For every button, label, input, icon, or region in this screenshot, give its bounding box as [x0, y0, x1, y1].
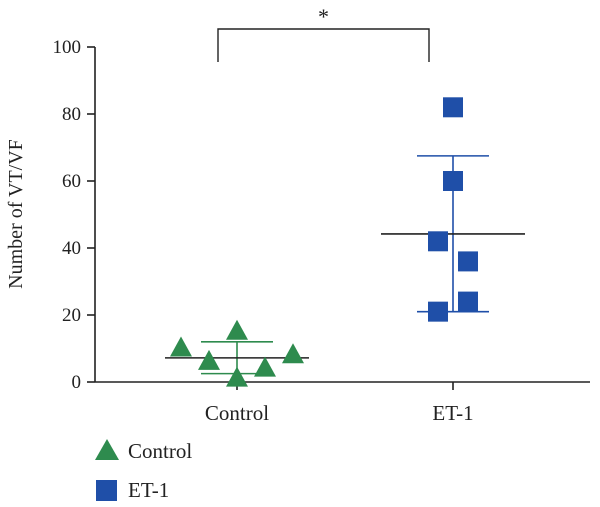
y-tick-label: 60 [62, 171, 81, 192]
et1-point-square [443, 171, 463, 191]
y-tick-label: 0 [72, 372, 82, 393]
control-point-triangle [282, 343, 304, 364]
control-point-triangle [170, 336, 192, 357]
legend-label: ET-1 [128, 478, 169, 502]
et1-point-square [428, 301, 448, 322]
legend-label: Control [128, 439, 192, 463]
control-point-triangle [226, 366, 248, 387]
et1-point-square [458, 251, 478, 272]
y-tick-label: 20 [62, 305, 81, 326]
y-tick-label: 80 [62, 104, 81, 125]
legend: Control ET-1 [95, 439, 192, 502]
et1-point-square [443, 97, 463, 118]
control-point-triangle [198, 349, 220, 370]
et1-point-square [458, 291, 478, 312]
control-point-triangle [226, 319, 248, 340]
y-tick-label: 100 [53, 37, 82, 58]
x-axis: Control ET-1 [95, 381, 590, 425]
x-tick-label: ET-1 [432, 401, 473, 425]
significance-line [217, 28, 430, 62]
x-tick-label: Control [205, 401, 269, 425]
significance-star: * [318, 4, 329, 29]
control-point-triangle [254, 356, 276, 377]
significance-bracket: * [217, 4, 430, 62]
legend-marker-et1 [96, 480, 117, 501]
y-tick-label: 40 [62, 238, 81, 259]
y-axis: 0 20 40 60 80 100 [53, 37, 96, 393]
data-points [170, 97, 478, 387]
legend-marker-control [95, 439, 119, 460]
et1-point-square [428, 231, 448, 252]
y-axis-label: Number of VT/VF [5, 139, 27, 289]
